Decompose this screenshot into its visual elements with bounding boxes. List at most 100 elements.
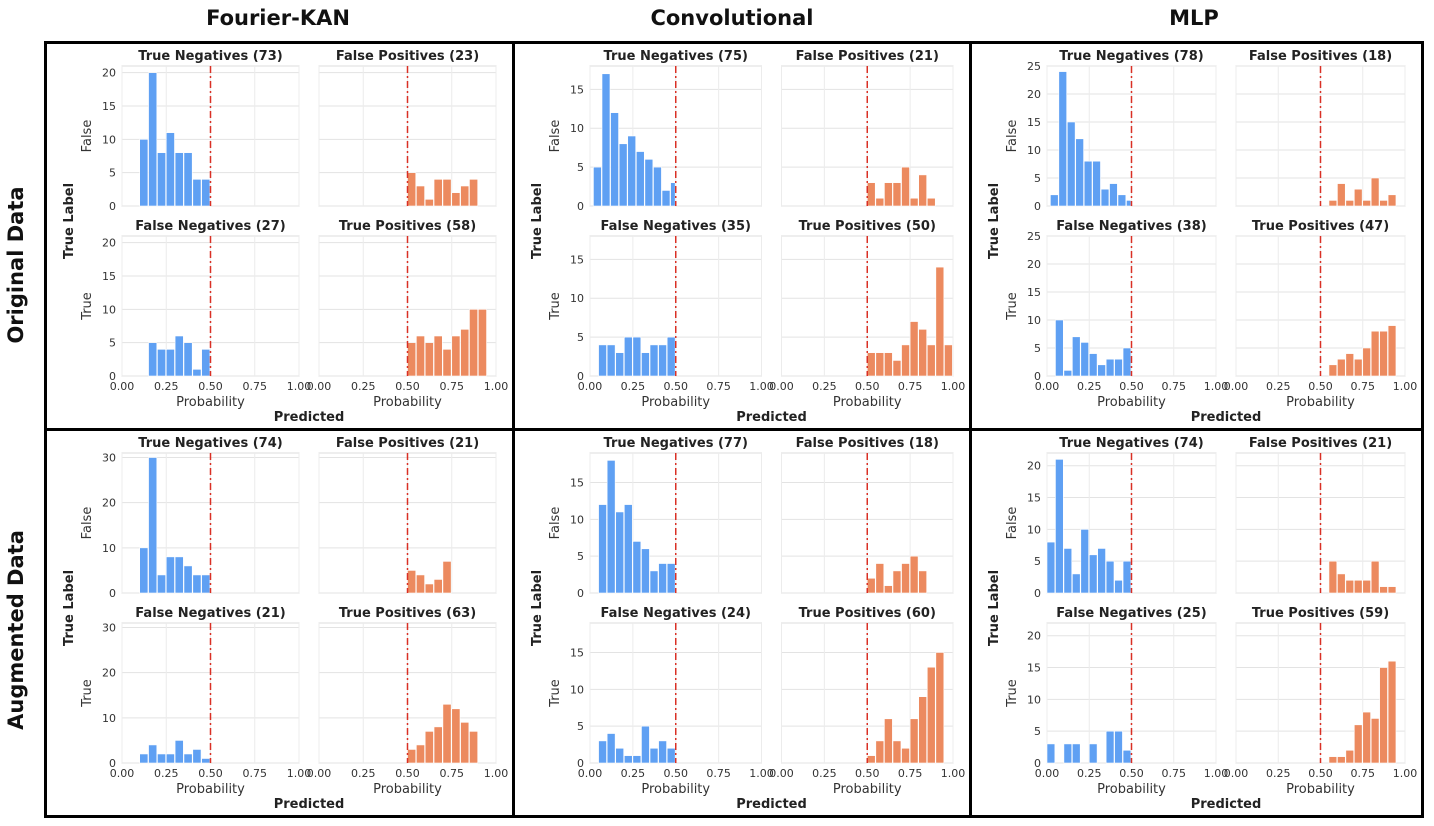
histogram-bar <box>884 182 893 207</box>
histogram-bar <box>174 335 184 377</box>
row-title-augmented-data: Augmented Data <box>4 530 28 730</box>
histogram-bar <box>618 143 628 207</box>
histogram-bar <box>1100 188 1110 207</box>
x-tick-label: 1.00 <box>287 380 312 393</box>
y-tick-label: 10 <box>1027 693 1041 706</box>
y-tick-label: 15 <box>570 646 584 659</box>
y-axis-supertitle: True Label <box>530 570 545 646</box>
histogram-bar <box>1105 730 1115 764</box>
x-tick-label: 1.00 <box>484 767 509 780</box>
subplot: True Positives (60) 0.00 0.25 0.50 0.75 1.00 P… <box>769 606 965 797</box>
histogram-bar <box>918 696 927 764</box>
y-tick-label: 5 <box>577 331 584 344</box>
histogram-bar <box>1362 579 1371 594</box>
histogram-bar <box>469 309 479 377</box>
histogram-bar <box>658 740 667 764</box>
x-tick-label: 1.00 <box>484 380 509 393</box>
subplot: False Negatives (35) 0 5 10 15 0.00 0.25 0.50 0.… <box>570 219 774 410</box>
subplot-title: False Positives (21) <box>1249 436 1392 451</box>
x-tick-label: 0.25 <box>1266 380 1291 393</box>
histogram-bar <box>615 511 624 594</box>
histogram-bar <box>183 152 193 207</box>
x-tick-label: 0.00 <box>578 767 603 780</box>
y-tick-label: 25 <box>1027 230 1041 243</box>
histogram-bar <box>901 344 910 377</box>
x-tick-label: 0.25 <box>154 767 179 780</box>
x-axis-label: Probability <box>641 395 710 410</box>
histogram-bar <box>909 718 919 764</box>
panel-fourier-kan-augmented: True Label False True Negatives (74) 0 10 20 3… <box>44 428 515 818</box>
x-tick-label: 0.00 <box>1224 380 1249 393</box>
histogram-bar <box>901 747 910 764</box>
y-tick-label: 30 <box>102 452 116 465</box>
panel-fourier-kan-original: True Label False True Negatives (73) 0 5 10 15… <box>44 41 515 431</box>
histogram-bar <box>892 360 902 377</box>
histogram-bar <box>1345 749 1355 764</box>
y-tick-label: 0 <box>1034 587 1041 600</box>
histogram-bar <box>624 504 633 594</box>
panel-mlp-augmented: True Label False True Negatives (74) 0 5 10 15… <box>969 428 1424 818</box>
histogram-bar <box>661 190 671 207</box>
histogram-bar <box>1088 743 1098 764</box>
histogram-bar <box>416 574 425 594</box>
subplot-title: True Positives (60) <box>799 606 936 621</box>
row-label: False <box>548 120 563 153</box>
panel-convolutional-augmented: True Label False True Negatives (77) 0 5 10 15… <box>512 428 972 818</box>
y-tick-label: 0 <box>577 200 584 213</box>
y-axis-supertitle: True Label <box>987 183 1002 259</box>
histogram-bar <box>1097 364 1106 377</box>
histogram-bar <box>884 352 893 377</box>
x-tick-label: 0.50 <box>1119 767 1144 780</box>
x-tick-label: 0.25 <box>621 380 646 393</box>
histogram-bar <box>1345 353 1355 377</box>
histogram-bar <box>1063 548 1073 594</box>
panel-mlp-original: True Label False True Negatives (78) 0 5 10 15… <box>969 41 1424 431</box>
x-tick-label: 0.00 <box>1224 767 1249 780</box>
histogram-bar <box>1105 560 1115 594</box>
histogram-bar <box>451 708 461 764</box>
histogram-bar <box>944 344 953 377</box>
x-axis-label: Probability <box>833 395 902 410</box>
subplot: True Positives (50) 0.00 0.25 0.50 0.75 1.00 P… <box>769 219 965 410</box>
x-tick-label: 0.50 <box>1308 767 1333 780</box>
histogram-bar <box>201 758 211 764</box>
row-label: True <box>80 679 95 708</box>
subplot: True Negatives (74) 0 10 20 30 <box>102 436 300 600</box>
histogram-bar <box>935 652 945 764</box>
y-tick-label: 5 <box>1034 342 1041 355</box>
row-title-original-data: Original Data <box>4 186 28 344</box>
histogram-bar <box>451 335 461 377</box>
x-axis-label: Probability <box>1097 395 1166 410</box>
x-axis-supertitle: Predicted <box>736 797 807 812</box>
histogram-bar <box>451 192 461 207</box>
subplot-title: False Negatives (27) <box>135 219 285 234</box>
histogram-bar <box>624 336 633 377</box>
histogram-bar <box>477 309 487 377</box>
histogram-bar <box>1370 330 1380 377</box>
histogram-bar <box>174 740 184 764</box>
histogram-bar <box>1379 200 1388 207</box>
subplot: True Negatives (75) 0 5 10 15 <box>570 49 762 213</box>
y-tick-label: 20 <box>1027 630 1041 643</box>
y-tick-label: 20 <box>1027 258 1041 271</box>
y-tick-label: 15 <box>1027 286 1041 299</box>
histogram-bar <box>192 749 202 764</box>
subplot: False Negatives (38) 0 5 10 15 20 25 0.00 0.25 0.… <box>1027 219 1228 410</box>
histogram-bar <box>653 166 662 207</box>
x-tick-label: 0.25 <box>812 380 837 393</box>
x-tick-label: 1.00 <box>287 767 312 780</box>
y-tick-label: 5 <box>1034 555 1041 568</box>
x-tick-label: 0.25 <box>621 767 646 780</box>
x-tick-label: 0.00 <box>769 380 794 393</box>
histogram-bar <box>1387 660 1397 764</box>
histogram-bar <box>1387 586 1397 594</box>
histogram-bar <box>1122 560 1132 594</box>
x-tick-label: 0.50 <box>198 380 223 393</box>
histogram-bar <box>1328 200 1338 207</box>
y-tick-label: 15 <box>102 100 116 113</box>
x-tick-label: 1.00 <box>1393 767 1418 780</box>
row-label: False <box>1005 120 1020 153</box>
histogram-bar <box>1046 541 1056 594</box>
subplot-title: False Positives (21) <box>796 49 939 64</box>
histogram-bar <box>1080 529 1089 594</box>
